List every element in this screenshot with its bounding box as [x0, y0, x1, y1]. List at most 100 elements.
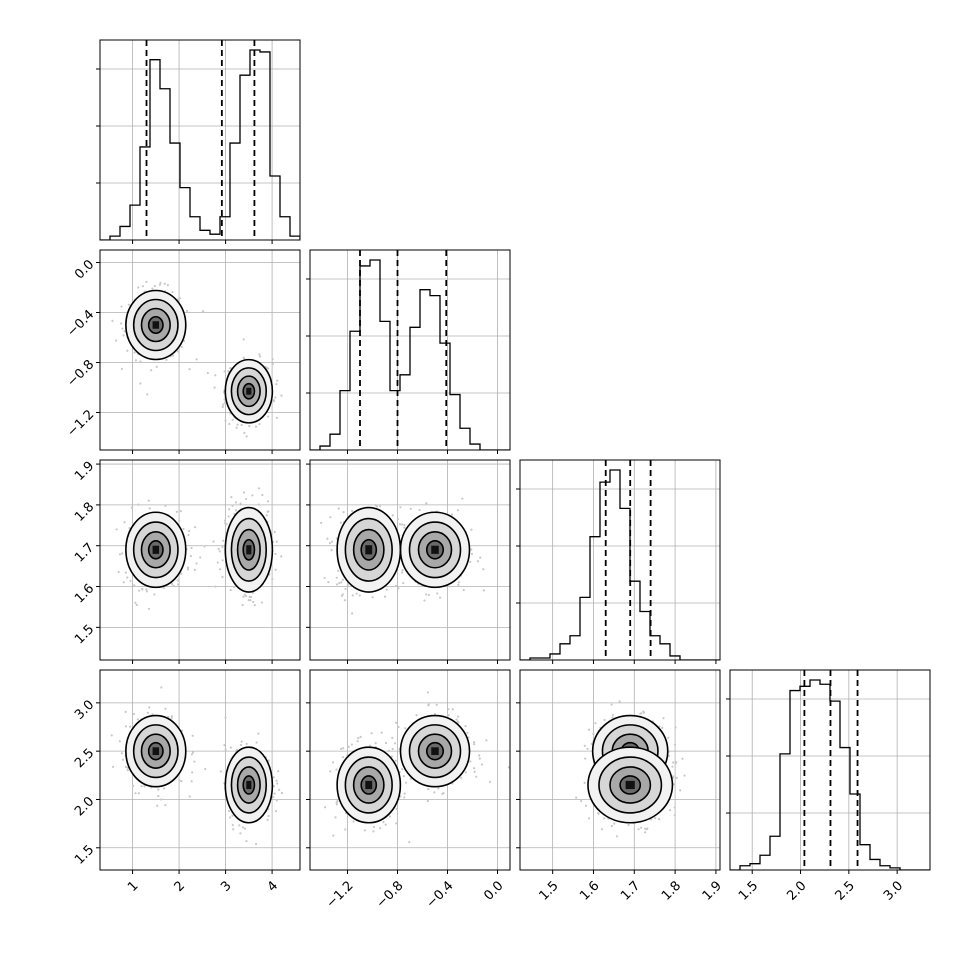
contour-line	[147, 315, 164, 335]
scatter-point	[274, 396, 277, 399]
scatter-point	[672, 775, 675, 778]
scatter-point	[335, 768, 338, 771]
scatter-point	[242, 338, 245, 341]
scatter-point	[275, 540, 278, 543]
contour-line	[408, 724, 462, 779]
scatter-point	[261, 493, 264, 497]
scatter-point	[228, 508, 231, 511]
scatter-point	[235, 748, 238, 751]
panel-data	[110, 686, 284, 846]
scatter-point	[254, 425, 258, 428]
scatter-point	[372, 825, 376, 829]
scatter-point	[191, 734, 194, 737]
scatter-point	[324, 806, 327, 809]
scatter-point	[344, 828, 347, 831]
scatter-point	[191, 771, 194, 774]
panel-data	[320, 497, 485, 615]
density-peak	[246, 387, 252, 395]
contour-line	[236, 528, 261, 571]
scatter-point	[117, 570, 120, 574]
x-tick-label: 2	[172, 878, 188, 894]
scatter-point	[368, 744, 372, 747]
scatter-point	[274, 552, 277, 556]
scatter-point	[457, 583, 460, 587]
contour-line	[242, 775, 256, 795]
scatter-point	[478, 757, 481, 760]
scatter-point	[120, 305, 123, 308]
scatter-point	[123, 330, 126, 333]
scatter-point	[610, 824, 613, 828]
scatter-point	[158, 283, 162, 286]
scatter-point	[328, 542, 332, 545]
scatter-point	[176, 583, 180, 586]
scatter-point	[400, 767, 404, 771]
scatter-point	[134, 359, 138, 362]
scatter-point	[139, 382, 142, 385]
scatter-point	[157, 788, 160, 791]
density-peak	[246, 545, 252, 555]
scatter-point	[121, 758, 125, 761]
scatter-point	[180, 779, 183, 783]
scatter-point	[217, 547, 220, 550]
scatter-point	[238, 824, 241, 827]
scatter-point	[137, 286, 140, 289]
scatter-point	[159, 798, 163, 801]
scatter-point	[232, 585, 236, 589]
scatter-point	[642, 711, 645, 714]
scatter-point	[343, 599, 346, 602]
y-tick-label: 1.5	[72, 622, 97, 647]
scatter-point	[356, 740, 359, 743]
scatter-point	[141, 587, 144, 590]
scatter-point	[378, 505, 381, 508]
scatter-point	[240, 740, 243, 743]
scatter-point	[267, 510, 270, 513]
contour-line	[224, 358, 274, 424]
scatter-point	[276, 782, 279, 785]
scatter-point	[441, 792, 444, 796]
scatter-point	[583, 781, 586, 785]
scatter-point	[332, 834, 335, 837]
contour-line	[352, 528, 385, 571]
scatter-point	[156, 804, 159, 807]
x-tick-label: −0.4	[424, 878, 457, 911]
scatter-point	[110, 734, 113, 737]
panel-frame	[99, 249, 301, 451]
scatter-point	[341, 578, 344, 581]
scatter-point	[204, 767, 207, 771]
scatter-point	[180, 345, 183, 349]
scatter-point	[193, 568, 196, 571]
scatter-point	[278, 788, 281, 791]
scatter-point	[393, 742, 397, 745]
x-tick-label: 2.5	[833, 878, 858, 903]
panel-data	[730, 670, 930, 870]
contour-line	[425, 741, 445, 761]
scatter-point	[280, 555, 283, 558]
scatter-point	[224, 522, 227, 525]
scatter-point	[223, 370, 226, 373]
scatter-point	[214, 585, 217, 588]
scatter-point	[472, 767, 476, 770]
y-tick-label: −1.2	[64, 407, 97, 440]
scatter-point	[370, 732, 373, 735]
scatter-point	[272, 400, 276, 403]
scatter-point	[190, 546, 193, 550]
contour-line	[132, 298, 179, 352]
scatter-point	[242, 491, 246, 494]
panel-3-2: 1.5 1.6 1.7 1.8 1.9	[516, 669, 725, 904]
scatter-point	[456, 715, 460, 718]
scatter-point	[266, 367, 270, 370]
scatter-point	[164, 504, 167, 507]
scatter-point	[145, 588, 148, 591]
scatter-point	[662, 717, 665, 720]
scatter-point	[439, 596, 442, 599]
scatter-point	[274, 809, 278, 813]
y-tick-label: 1.6	[72, 581, 97, 606]
scatter-point	[140, 785, 143, 788]
scatter-point	[227, 370, 230, 373]
scatter-point	[335, 803, 338, 806]
scatter-point	[118, 740, 122, 743]
y-tick-label: 1.7	[72, 540, 97, 565]
scatter-point	[507, 766, 510, 769]
scatter-point	[460, 776, 463, 780]
